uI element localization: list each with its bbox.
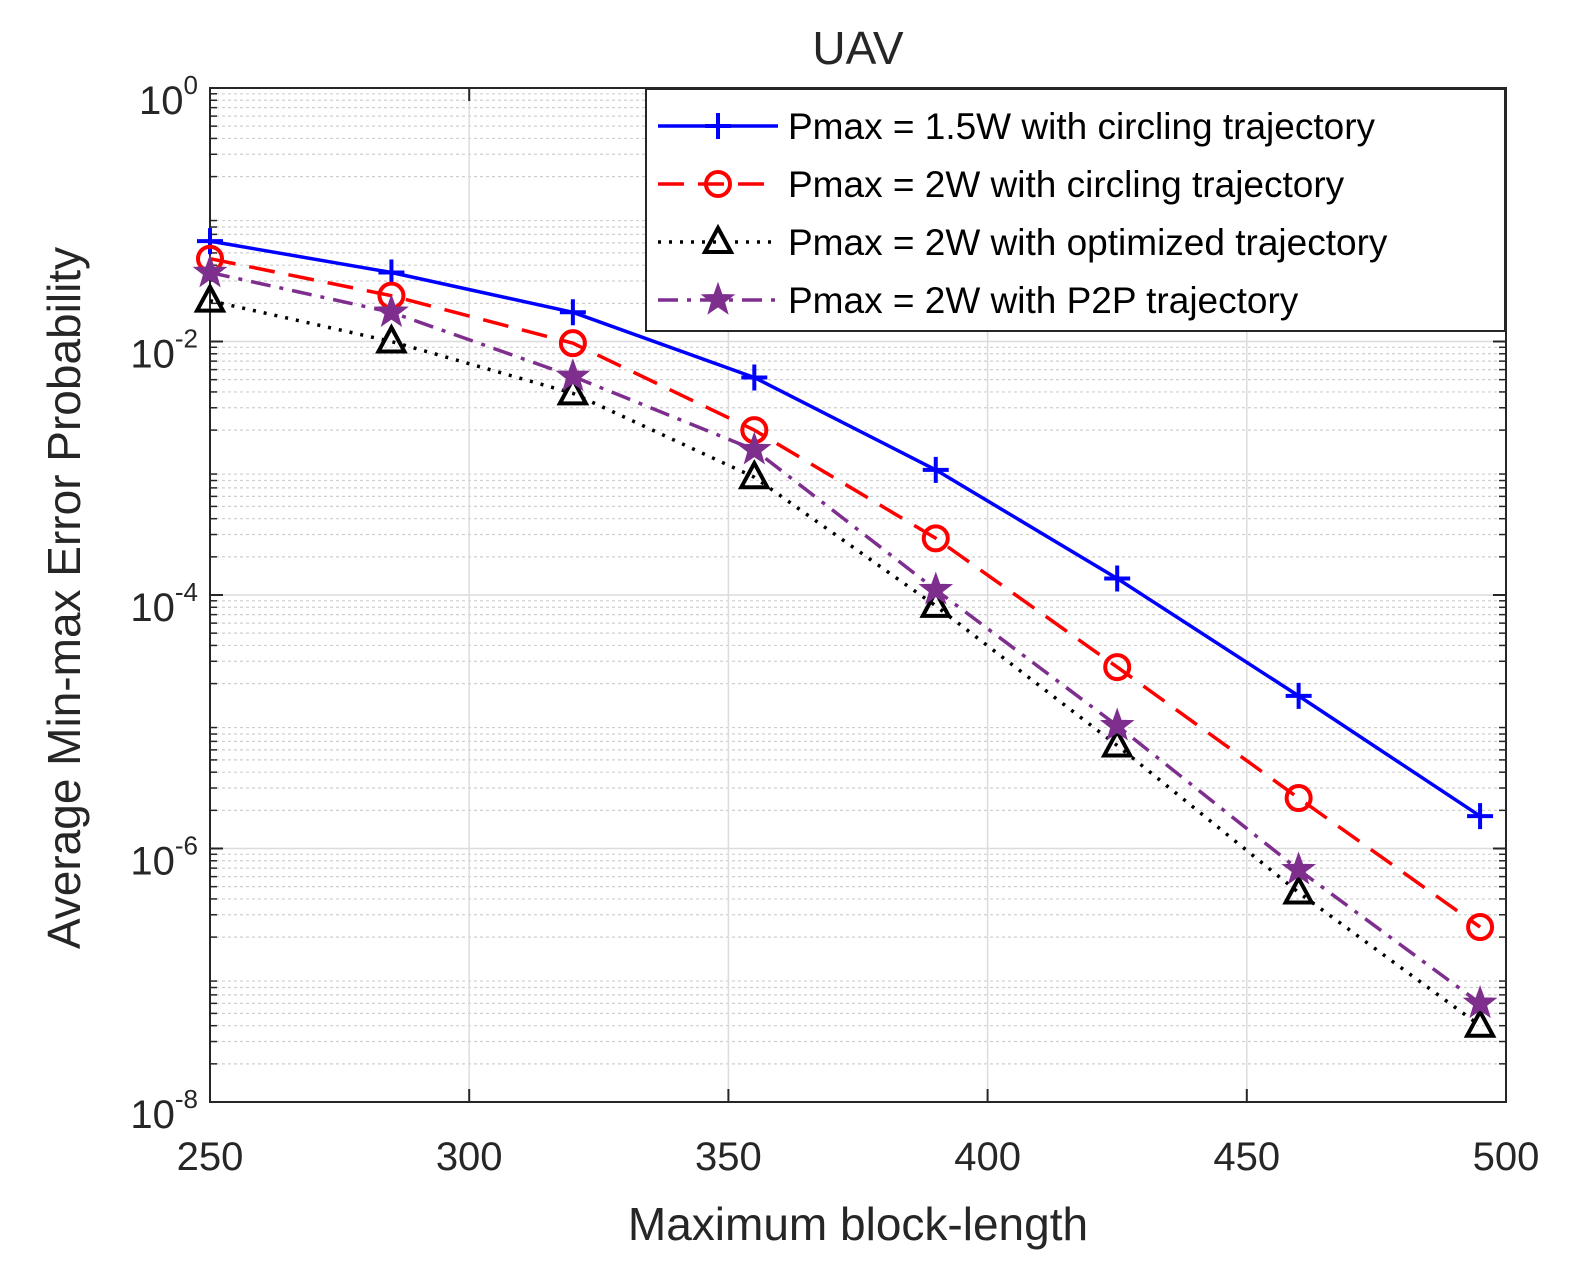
y-tick-labels: 100 10-2 10-4 10-6 10-8 [130, 70, 198, 1137]
data-point-series-4 [192, 254, 228, 288]
data-point-series-1 [922, 456, 949, 483]
data-point-series-3 [1463, 1007, 1497, 1038]
series-line-1 [209, 239, 1482, 818]
series-lines [209, 239, 1482, 1028]
chart-title: UAV [812, 22, 903, 74]
y-tick-label: 10-6 [130, 831, 198, 884]
data-point-series-1 [378, 259, 405, 286]
legend-marker [705, 113, 731, 139]
series-line-3 [209, 298, 1482, 1028]
x-tick-label: 250 [177, 1135, 244, 1179]
data-point-series-2 [1103, 653, 1132, 682]
legend-entry-1: Pmax = 1.5W with circling trajectory [658, 106, 1376, 147]
data-point-series-4 [1099, 707, 1135, 741]
data-point-series-1 [1467, 803, 1494, 830]
x-tick-labels: 250 300 350 400 450 500 [177, 1135, 1540, 1179]
data-point-series-3 [1282, 874, 1315, 905]
legend: Pmax = 1.5W with circling trajectory Pmax… [645, 88, 1506, 332]
data-point-series-1 [197, 228, 223, 255]
y-tick-label: 10-2 [130, 324, 198, 377]
x-tick-label: 450 [1213, 1135, 1280, 1179]
data-point-series-1 [1104, 565, 1131, 592]
data-point-series-4 [736, 431, 772, 465]
x-axis-label: Maximum block-length [628, 1198, 1088, 1250]
series-line-4 [209, 270, 1482, 1005]
data-point-series-3 [375, 323, 408, 354]
legend-marker [700, 281, 736, 315]
legend-entry-4: Pmax = 2W with P2P trajectory [658, 280, 1299, 321]
legend-label: Pmax = 2W with circling trajectory [788, 164, 1345, 205]
data-point-series-1 [1285, 682, 1312, 709]
data-point-series-3 [1100, 727, 1134, 758]
data-point-series-2 [921, 524, 950, 553]
data-point-series-3 [193, 282, 227, 313]
legend-label: Pmax = 2W with P2P trajectory [788, 280, 1299, 321]
data-point-series-4 [374, 294, 409, 328]
x-tick-label: 300 [436, 1135, 503, 1179]
legend-marker [704, 170, 732, 198]
data-point-series-4 [555, 358, 591, 392]
y-tick-label: 100 [139, 70, 198, 123]
data-point-series-2 [1466, 913, 1495, 942]
y-tick-label: 10-4 [130, 577, 198, 630]
data-point-series-4 [918, 571, 954, 605]
series-line-2 [209, 256, 1482, 929]
legend-entry-2: Pmax = 2W with circling trajectory [658, 164, 1345, 205]
data-point-series-3 [737, 458, 771, 490]
y-tick-label: 10-8 [130, 1084, 198, 1137]
legend-label: Pmax = 2W with optimized trajectory [788, 222, 1388, 263]
y-axis-label: Average Min-max Error Probability [38, 247, 90, 949]
data-point-series-3 [919, 587, 953, 618]
legend-box [645, 88, 1506, 332]
series-markers [192, 228, 1498, 1038]
legend-entry-3: Pmax = 2W with optimized trajectory [658, 222, 1388, 263]
data-point-series-3 [556, 375, 590, 406]
x-tick-label: 500 [1473, 1135, 1540, 1179]
x-tick-label: 350 [695, 1135, 762, 1179]
x-tick-label: 400 [954, 1135, 1021, 1179]
data-point-series-1 [741, 364, 768, 391]
legend-marker [701, 223, 735, 254]
legend-label: Pmax = 1.5W with circling trajectory [788, 106, 1376, 147]
data-point-series-2 [1284, 784, 1313, 813]
data-point-series-4 [1462, 985, 1498, 1019]
data-point-series-2 [558, 329, 587, 358]
data-point-series-1 [559, 299, 586, 326]
data-point-series-4 [1281, 851, 1317, 885]
